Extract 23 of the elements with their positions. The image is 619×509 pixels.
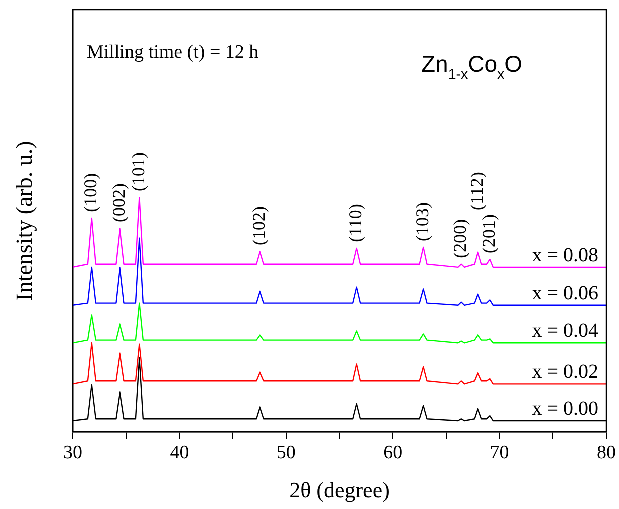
x-tick-label: 80 [597,442,616,464]
annotation: (101) [128,152,148,192]
annotation: (100) [80,173,101,212]
x-tick-label: 50 [276,442,296,464]
annotation: (102) [248,206,269,246]
annotation: (002) [108,184,129,222]
annotation: (110) [346,204,366,242]
series-label: x = 0.08 [532,244,598,266]
text: Milling time (t) = 12 h [87,42,260,63]
x-tick-label: 40 [170,442,190,464]
annotation: (112) [466,172,487,210]
series-label: x = 0.00 [532,398,598,420]
x-tick-label: 30 [64,442,82,464]
series-label: x = 0.04 [532,320,598,342]
series-label: x = 0.02 [532,361,598,384]
x-tick-label: 70 [490,442,510,464]
x-axis-title: 2θ (degree) [290,478,390,503]
annotation: (201) [478,214,499,254]
y-axis-title: Intensity (arb. u.) [12,141,37,301]
x-tick-label: 60 [384,442,403,464]
series-label: x = 0.06 [532,282,598,304]
annotation: (103) [412,202,432,242]
annotation: (200) [450,219,470,258]
